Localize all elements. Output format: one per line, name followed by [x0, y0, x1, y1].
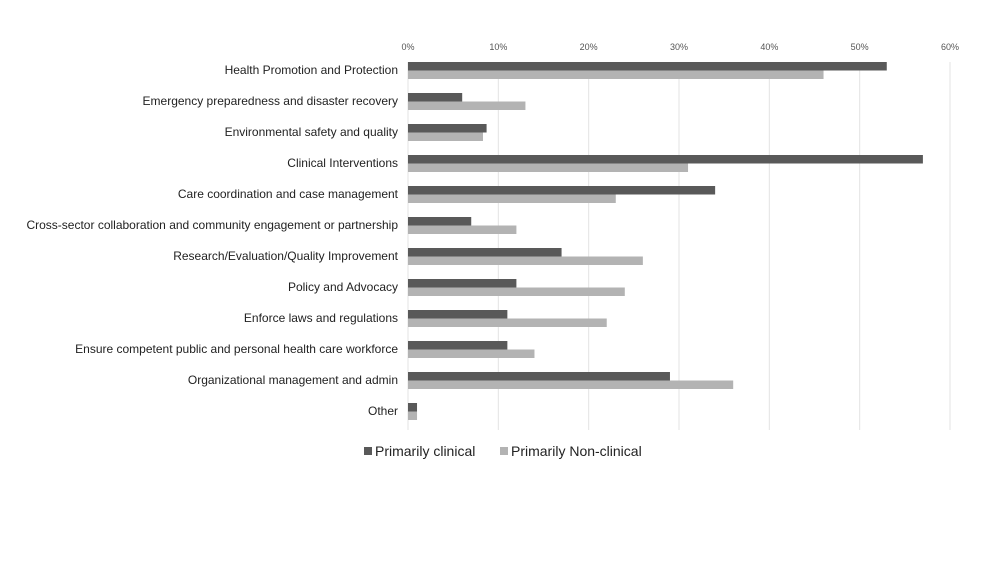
- bar-primarily-non-clinical: [408, 287, 625, 296]
- category-label: Clinical Interventions: [287, 156, 398, 170]
- bar-primarily-non-clinical: [408, 411, 418, 420]
- bar-primarily-clinical: [408, 93, 463, 102]
- category-label: Emergency preparedness and disaster reco…: [143, 94, 398, 108]
- category-label: Policy and Advocacy: [288, 280, 398, 294]
- gridlines: [407, 62, 951, 430]
- category-label: Care coordination and case management: [178, 187, 399, 201]
- bar-primarily-clinical: [408, 248, 562, 257]
- x-tick-label: 60%: [941, 42, 959, 52]
- bar-primarily-non-clinical: [408, 380, 734, 389]
- bar-primarily-non-clinical: [408, 194, 616, 203]
- bar-primarily-clinical: [408, 403, 418, 412]
- bar-primarily-clinical: [408, 310, 508, 319]
- category-label: Cross-sector collaboration and community…: [26, 218, 398, 232]
- category-label: Health Promotion and Protection: [225, 63, 398, 77]
- bar-primarily-clinical: [408, 372, 670, 381]
- x-tick-label: 0%: [401, 42, 414, 52]
- category-label: Organizational management and admin: [188, 373, 398, 387]
- bar-primarily-non-clinical: [408, 318, 607, 327]
- bar-primarily-non-clinical: [408, 101, 526, 110]
- legend-label: Primarily Non-clinical: [511, 443, 642, 459]
- bar-primarily-non-clinical: [408, 163, 689, 172]
- bar-primarily-clinical: [408, 155, 923, 164]
- category-label: Enforce laws and regulations: [244, 311, 398, 325]
- bar-primarily-non-clinical: [408, 256, 643, 265]
- legend-swatch: [500, 447, 508, 455]
- bar-primarily-non-clinical: [408, 349, 535, 358]
- bar-primarily-clinical: [408, 341, 508, 350]
- bar-primarily-non-clinical: [408, 70, 824, 79]
- legend: Primarily clinical Primarily Non-clinical: [364, 443, 642, 459]
- category-label: Research/Evaluation/Quality Improvement: [173, 249, 398, 263]
- x-tick-label: 20%: [580, 42, 598, 52]
- bar-primarily-non-clinical: [408, 132, 483, 141]
- category-label: Environmental safety and quality: [225, 125, 398, 139]
- category-label: Other: [368, 404, 398, 418]
- legend-swatch: [364, 447, 372, 455]
- x-tick-label: 30%: [670, 42, 688, 52]
- bar-primarily-clinical: [408, 124, 487, 133]
- bar-primarily-clinical: [408, 62, 887, 71]
- category-label: Ensure competent public and personal hea…: [75, 342, 398, 356]
- legend-label: Primarily clinical: [375, 443, 475, 459]
- bar-primarily-clinical: [408, 217, 472, 226]
- x-tick-label: 10%: [489, 42, 507, 52]
- bar-primarily-clinical: [408, 186, 716, 195]
- x-tick-label: 40%: [760, 42, 778, 52]
- bar-primarily-non-clinical: [408, 225, 517, 234]
- x-axis-ticks: 0% 10% 20% 30% 40% 50% 60%: [401, 42, 959, 52]
- bar-primarily-clinical: [408, 279, 517, 288]
- category-labels: Health Promotion and Protection Emergency…: [26, 63, 398, 418]
- bars: [408, 62, 923, 420]
- x-tick-label: 50%: [851, 42, 869, 52]
